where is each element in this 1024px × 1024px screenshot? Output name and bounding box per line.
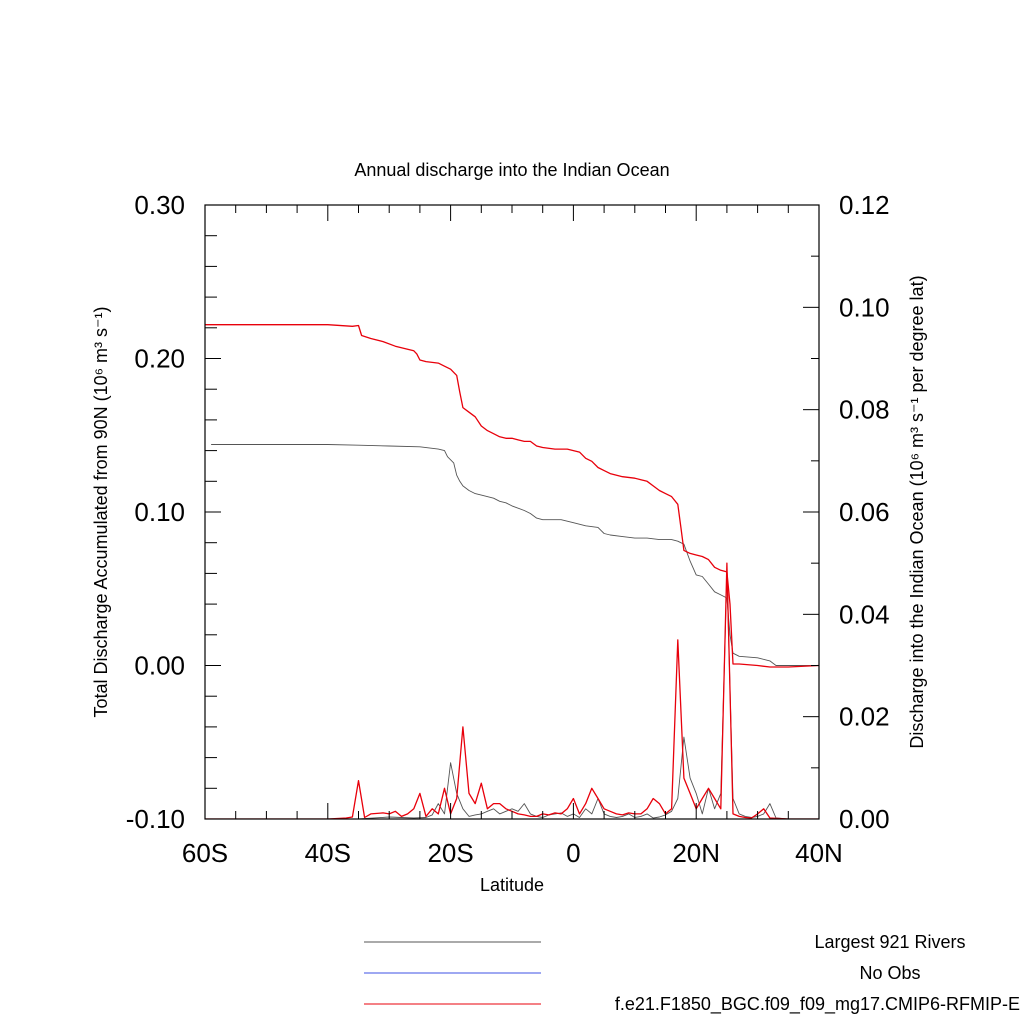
y-left-tick-label: 0.10 xyxy=(134,497,185,527)
y-axis-label-left: Total Discharge Accumulated from 90N (10… xyxy=(91,306,111,717)
x-tick-label: 20N xyxy=(672,838,720,868)
series-line-0-accumulated xyxy=(211,444,819,666)
x-tick-label: 0 xyxy=(566,838,580,868)
legend-label: Largest 921 Rivers xyxy=(814,932,965,952)
y-right-tick-label: 0.02 xyxy=(839,702,890,732)
series-line-4-per-degree xyxy=(205,562,819,819)
y-right-tick-label: 0.04 xyxy=(839,599,890,629)
legend-label: f.e21.F1850_BGC.f09_f09_mg17.CMIP6-RFMIP… xyxy=(615,994,1020,1015)
x-tick-label: 40S xyxy=(305,838,351,868)
chart-title: Annual discharge into the Indian Ocean xyxy=(354,160,669,180)
x-tick-label: 20S xyxy=(427,838,473,868)
series-line-2-accumulated xyxy=(205,324,819,668)
series-line-3-per-degree xyxy=(205,572,819,819)
y-left-tick-label: 0.30 xyxy=(134,190,185,220)
y-right-tick-label: 0.08 xyxy=(839,395,890,425)
legend: Largest 921 Rivers No Obs f.e21.F1850_BGC.… xyxy=(364,932,1020,1015)
series-layer xyxy=(205,324,819,819)
y-right-tick-label: 0.12 xyxy=(839,190,890,220)
y-left-tick-label: 0.00 xyxy=(134,651,185,681)
x-tick-label: 60S xyxy=(182,838,228,868)
x-axis-label: Latitude xyxy=(480,875,544,895)
legend-label: No Obs xyxy=(859,963,920,983)
y-left-tick-label: -0.10 xyxy=(126,804,185,834)
y-right-tick-label: 0.10 xyxy=(839,292,890,322)
x-tick-label: 40N xyxy=(795,838,843,868)
y-left-tick-label: 0.20 xyxy=(134,344,185,374)
y-right-tick-label: 0.06 xyxy=(839,497,890,527)
ticks-layer: 60S 40S 20S 0 20N 40N -0.10 0.00 0.10 0.20 0.30 0.0… xyxy=(126,190,890,868)
y-right-tick-label: 0.00 xyxy=(839,804,890,834)
y-axis-label-right: Discharge into the Indian Ocean (10⁶ m³ … xyxy=(907,275,927,748)
plot-frame xyxy=(204,204,820,820)
